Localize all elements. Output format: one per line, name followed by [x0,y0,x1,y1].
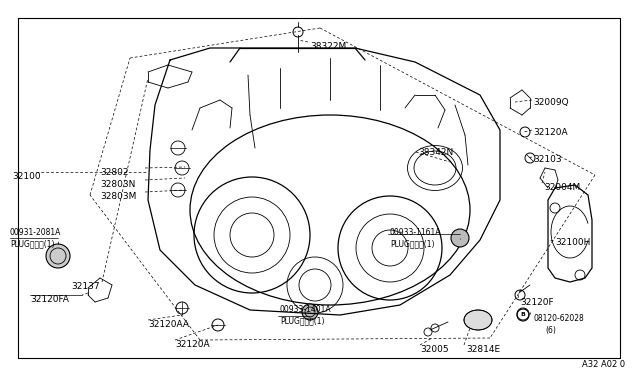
Text: PLUGプラグ(1): PLUGプラグ(1) [390,239,435,248]
Text: 38322M: 38322M [310,42,346,51]
Text: 32103: 32103 [533,155,562,164]
Text: 32802: 32802 [100,168,129,177]
Circle shape [451,229,469,247]
Ellipse shape [464,310,492,330]
Text: 00933-1161A: 00933-1161A [390,228,442,237]
Text: PLUGプラグ(1): PLUGプラグ(1) [280,316,324,325]
Circle shape [302,304,318,320]
Text: 00931-2081A: 00931-2081A [10,228,61,237]
Text: 00933-1401A: 00933-1401A [280,305,332,314]
Text: 32803N: 32803N [100,180,136,189]
Text: 32005: 32005 [420,345,449,354]
Text: 32137: 32137 [72,282,100,291]
Text: B: B [520,311,525,317]
Text: 32120FA: 32120FA [30,295,69,304]
Text: 32803M: 32803M [100,192,136,201]
Text: PLUGプラグ(1): PLUGプラグ(1) [10,239,54,248]
Circle shape [46,244,70,268]
Text: A32 A02 0: A32 A02 0 [582,360,625,369]
Text: 32120A: 32120A [175,340,210,349]
Text: 08120-62028: 08120-62028 [533,314,584,323]
Text: 32814E: 32814E [466,345,500,354]
Text: 32120F: 32120F [520,298,554,307]
Text: 32100H: 32100H [555,238,590,247]
Text: 32004M: 32004M [544,183,580,192]
Text: 32100: 32100 [12,172,40,181]
Text: 32009Q: 32009Q [533,98,568,107]
Text: 38342N: 38342N [418,148,453,157]
Text: 32120AA: 32120AA [148,320,189,329]
Text: (6): (6) [545,326,556,335]
Text: 32120A: 32120A [533,128,568,137]
